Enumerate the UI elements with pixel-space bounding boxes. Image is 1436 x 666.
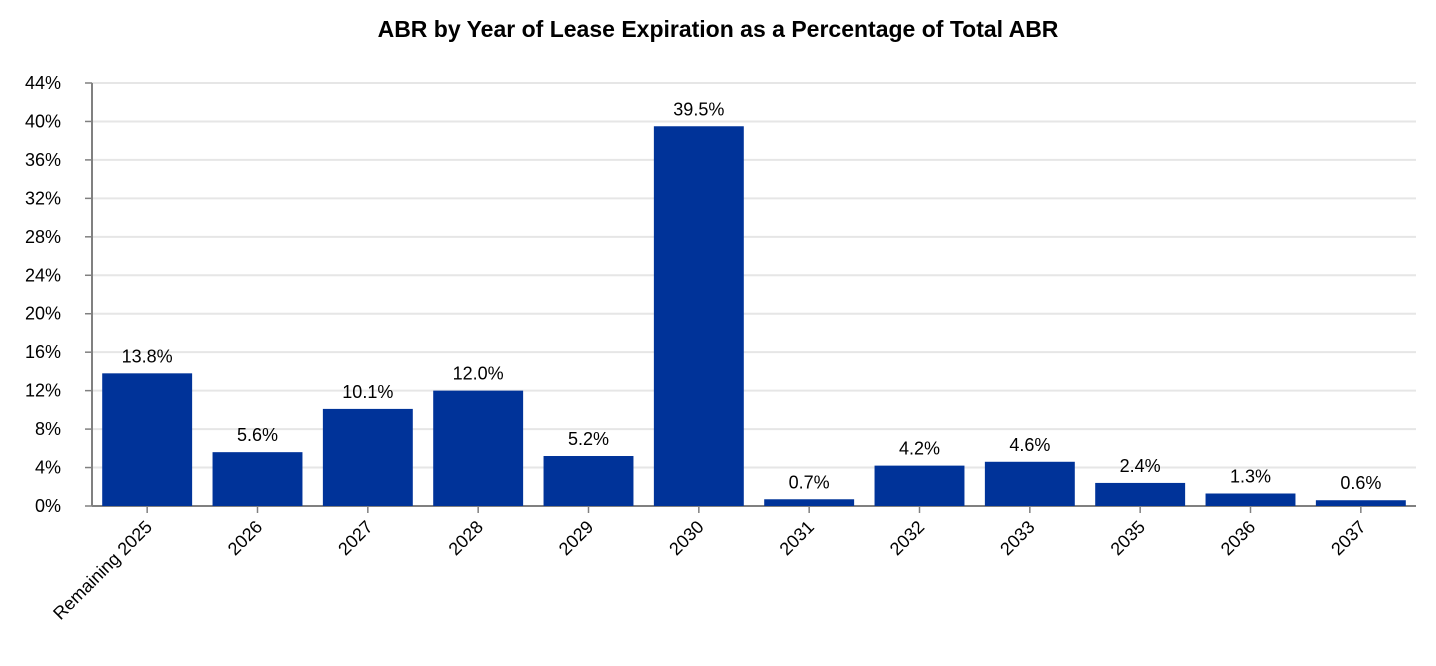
bar-value-label: 0.6% xyxy=(1340,473,1381,493)
bar xyxy=(984,461,1075,506)
x-tick-label: 2036 xyxy=(1217,517,1259,559)
y-tick-label: 28% xyxy=(25,227,61,247)
bar-value-label: 2.4% xyxy=(1120,456,1161,476)
x-tick-label: 2027 xyxy=(334,517,376,559)
x-tick-label: 2035 xyxy=(1107,517,1149,559)
y-tick-label: 0% xyxy=(35,496,61,516)
bar xyxy=(322,408,413,506)
y-tick-label: 16% xyxy=(25,342,61,362)
bar-value-label: 0.7% xyxy=(789,472,830,492)
chart-title: ABR by Year of Lease Expiration as a Per… xyxy=(377,16,1059,42)
x-tick-label: 2029 xyxy=(555,517,597,559)
y-tick-label: 8% xyxy=(35,419,61,439)
y-tick-label: 20% xyxy=(25,304,61,324)
bar-value-label: 5.2% xyxy=(568,429,609,449)
y-tick-label: 40% xyxy=(25,111,61,131)
bar xyxy=(1095,482,1186,506)
bar xyxy=(102,373,193,506)
y-tick-label: 36% xyxy=(25,150,61,170)
bars xyxy=(102,126,1406,507)
x-tick-label: Remaining 2025 xyxy=(49,517,156,624)
bar xyxy=(433,390,524,506)
bar xyxy=(212,452,303,506)
bar-value-label: 5.6% xyxy=(237,425,278,445)
y-tick-label: 12% xyxy=(25,381,61,401)
bar-value-label: 10.1% xyxy=(342,382,393,402)
bar-value-label: 4.2% xyxy=(899,439,940,459)
x-tick-label: 2031 xyxy=(776,517,818,559)
grid-lines xyxy=(92,82,1416,469)
x-tick-label: 2033 xyxy=(996,517,1038,559)
x-tick-label: 2037 xyxy=(1327,517,1369,559)
x-tick-label: 2028 xyxy=(445,517,487,559)
data-labels: 13.8% 5.6% 10.1% 12.0% 5.2% 39.5% 0.7% 4.2% 4.6%… xyxy=(122,99,1382,493)
bar-value-label: 4.6% xyxy=(1009,435,1050,455)
y-tick-label: 44% xyxy=(25,73,61,93)
bar xyxy=(543,456,634,506)
bar xyxy=(874,465,965,506)
bar-value-label: 1.3% xyxy=(1230,467,1271,487)
bar-value-label: 39.5% xyxy=(673,99,724,119)
y-tick-label: 4% xyxy=(35,458,61,478)
bar xyxy=(1315,500,1406,506)
x-tick-label: 2026 xyxy=(224,517,266,559)
x-tick-label: 2032 xyxy=(886,517,928,559)
x-tick-label: 2030 xyxy=(665,517,707,559)
y-tick-label: 32% xyxy=(25,188,61,208)
bar xyxy=(1205,493,1296,506)
bar-value-label: 13.8% xyxy=(122,346,173,366)
bar xyxy=(653,126,744,507)
y-tick-label: 24% xyxy=(25,265,61,285)
bar-value-label: 12.0% xyxy=(453,364,504,384)
bar xyxy=(764,499,855,506)
